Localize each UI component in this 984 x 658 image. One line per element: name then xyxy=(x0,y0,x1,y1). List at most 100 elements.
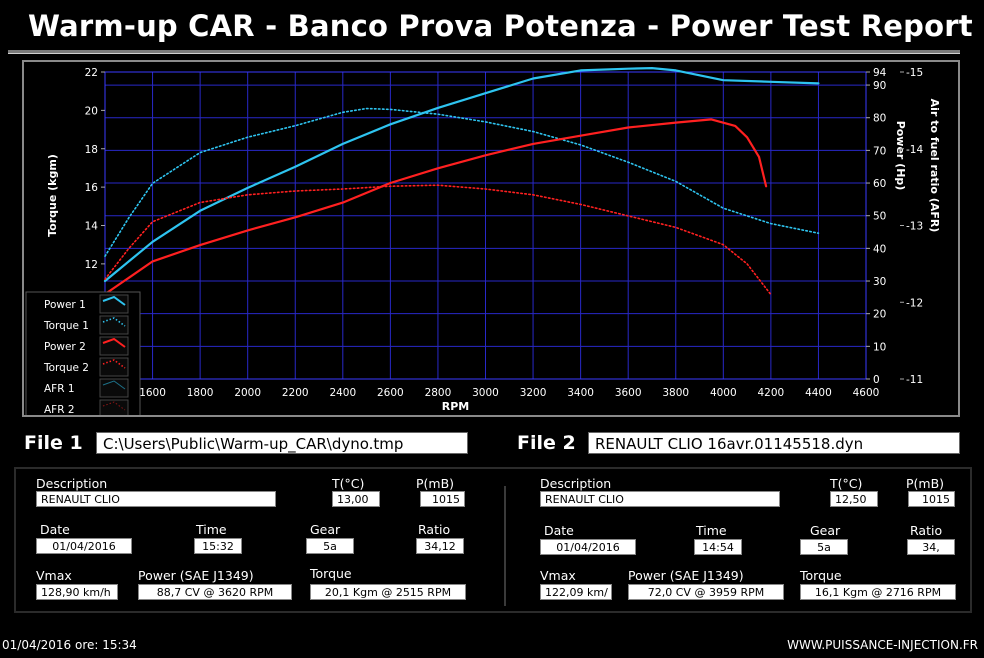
file2-vmax-field[interactable]: 122,09 km/ xyxy=(540,584,612,600)
website-link[interactable]: WWW.PUISSANCE-INJECTION.FR xyxy=(787,638,978,652)
x-tick-label: 2000 xyxy=(234,387,261,399)
file2-ratio-label: Ratio xyxy=(910,523,943,538)
file1-date-field[interactable]: 01/04/2016 xyxy=(36,538,132,554)
file2-label: File 2 xyxy=(517,432,576,454)
file1-torque-label: Torque xyxy=(310,566,352,581)
file2-torque-field[interactable]: 16,1 Kgm @ 2716 RPM xyxy=(800,584,956,600)
legend-line-sample xyxy=(102,359,126,369)
x-tick-label: 4600 xyxy=(853,387,880,399)
file2-ratio-field[interactable]: 34, xyxy=(907,539,955,555)
report-datetime: 01/04/2016 ore: 15:34 xyxy=(2,638,137,652)
file1-gear-field[interactable]: 5a xyxy=(306,538,354,554)
file1-power-label: Power (SAE J1349) xyxy=(138,568,254,583)
legend-line-sample xyxy=(102,337,126,348)
file2-date-field[interactable]: 01/04/2016 xyxy=(540,539,636,555)
series-line-torque-2 xyxy=(104,184,772,296)
x-tick-label: 2400 xyxy=(329,387,356,399)
series-line-power-1 xyxy=(103,66,820,283)
x-tick-label: 4400 xyxy=(805,387,832,399)
test-details-panel xyxy=(14,467,972,613)
file1-temp-label: T(°C) xyxy=(332,476,365,491)
legend-line-sample xyxy=(102,380,126,390)
file2-gear-field[interactable]: 5a xyxy=(800,539,848,555)
legend-label: Power 2 xyxy=(44,341,86,353)
x-tick-label: 4200 xyxy=(758,387,785,399)
file2-description-label: Description xyxy=(540,476,612,491)
file2-time-label: Time xyxy=(696,523,727,538)
y-left-tick-label: 18 xyxy=(85,144,98,156)
y-afr-tick-label: -13 xyxy=(906,221,923,233)
file1-temp-field[interactable]: 13,00 xyxy=(332,491,380,507)
file2-power-field[interactable]: 72,0 CV @ 3959 RPM xyxy=(628,584,784,600)
x-tick-label: 3600 xyxy=(615,387,642,399)
file1-date-label: Date xyxy=(40,522,70,537)
y-afr-tick-label: -15 xyxy=(906,67,923,79)
x-tick-label: 3200 xyxy=(520,387,547,399)
report-title: Warm-up CAR - Banco Prova Potenza - Powe… xyxy=(28,9,973,43)
file1-time-field[interactable]: 15:32 xyxy=(194,538,242,554)
file1-torque-field[interactable]: 20,1 Kgm @ 2515 RPM xyxy=(310,584,466,600)
x-tick-label: 4000 xyxy=(710,387,737,399)
file2-time-field[interactable]: 14:54 xyxy=(694,539,742,555)
x-tick-label: 2200 xyxy=(282,387,309,399)
file1-label: File 1 xyxy=(24,432,83,454)
chart-frame xyxy=(22,60,960,417)
x-tick-label: 3000 xyxy=(472,387,499,399)
file2-vmax-label: Vmax xyxy=(540,568,576,583)
y-power-tick-label: 20 xyxy=(873,309,886,321)
y-power-tick-label: 50 xyxy=(873,211,886,223)
legend-label: Power 1 xyxy=(44,299,86,311)
file2-torque-label: Torque xyxy=(800,568,842,583)
legend-swatch xyxy=(99,399,129,415)
y-power-tick-label: 10 xyxy=(873,341,886,353)
file1-description-label: Description xyxy=(36,476,108,491)
file1-ratio-field[interactable]: 34,12 xyxy=(416,538,464,554)
file1-pressure-field[interactable]: 1015 xyxy=(420,491,465,507)
x-tick-label: 3400 xyxy=(567,387,594,399)
file1-path-field[interactable]: C:\Users\Public\Warm-up_CAR\dyno.tmp xyxy=(96,432,468,454)
file1-time-label: Time xyxy=(196,522,227,537)
file2-pressure-field[interactable]: 1015 xyxy=(908,491,955,507)
y-power-tick-label: 60 xyxy=(873,178,886,190)
y-afr-axis-title: Air to fuel ratio (AFR) xyxy=(928,99,941,233)
y-power-tick-label: 94 xyxy=(873,67,887,79)
y-power-tick-label: 70 xyxy=(873,145,886,157)
series-line-power-2 xyxy=(103,118,768,296)
file2-temp-field[interactable]: 12,50 xyxy=(830,491,878,507)
panel-separator xyxy=(504,486,506,606)
file1-description-field[interactable]: RENAULT CLIO xyxy=(36,491,276,507)
file2-gear-label: Gear xyxy=(810,523,841,538)
file2-path-field[interactable]: RENAULT CLIO 16avr.01145518.dyn xyxy=(588,432,960,454)
y-left-tick-label: 20 xyxy=(85,105,98,117)
x-tick-label: 2800 xyxy=(425,387,452,399)
x-axis-title: RPM xyxy=(442,400,469,413)
y-power-tick-label: 40 xyxy=(873,243,886,255)
file1-pressure-label: P(mB) xyxy=(416,476,455,491)
y-afr-tick-label: -11 xyxy=(906,374,923,386)
file1-power-field[interactable]: 88,7 CV @ 3620 RPM xyxy=(138,584,292,600)
y-power-tick-label: 30 xyxy=(873,276,886,288)
file2-description-field[interactable]: RENAULT CLIO xyxy=(540,491,780,507)
legend-line-sample xyxy=(102,295,126,306)
legend-label: AFR 1 xyxy=(44,383,75,395)
legend-label: AFR 2 xyxy=(44,404,75,415)
file1-ratio-label: Ratio xyxy=(418,522,451,537)
legend-line-sample xyxy=(102,317,126,327)
dyno-chart: 1600 1800 2000 2200 2400 2600 2800 3000 3200 3400… xyxy=(25,66,941,415)
y-left-tick-label: 14 xyxy=(85,221,99,233)
y-left-axis-title: Torque (kgm) xyxy=(46,154,59,237)
file1-gear-label: Gear xyxy=(310,522,341,537)
x-tick-label: 1600 xyxy=(139,387,166,399)
x-tick-label: 2600 xyxy=(377,387,404,399)
file2-temp-label: T(°C) xyxy=(830,476,863,491)
y-left-tick-label: 16 xyxy=(85,182,99,194)
file1-vmax-field[interactable]: 128,90 km/h xyxy=(36,584,118,600)
y-left-tick-label: 22 xyxy=(85,67,98,79)
y-afr-tick-label: -14 xyxy=(906,144,923,156)
title-divider xyxy=(8,50,960,54)
file2-power-label: Power (SAE J1349) xyxy=(628,568,744,583)
legend-label: Torque 1 xyxy=(43,320,89,332)
series-line-torque-1 xyxy=(104,107,820,257)
y-left-tick-label: 12 xyxy=(85,259,98,271)
x-tick-label: 1800 xyxy=(187,387,214,399)
